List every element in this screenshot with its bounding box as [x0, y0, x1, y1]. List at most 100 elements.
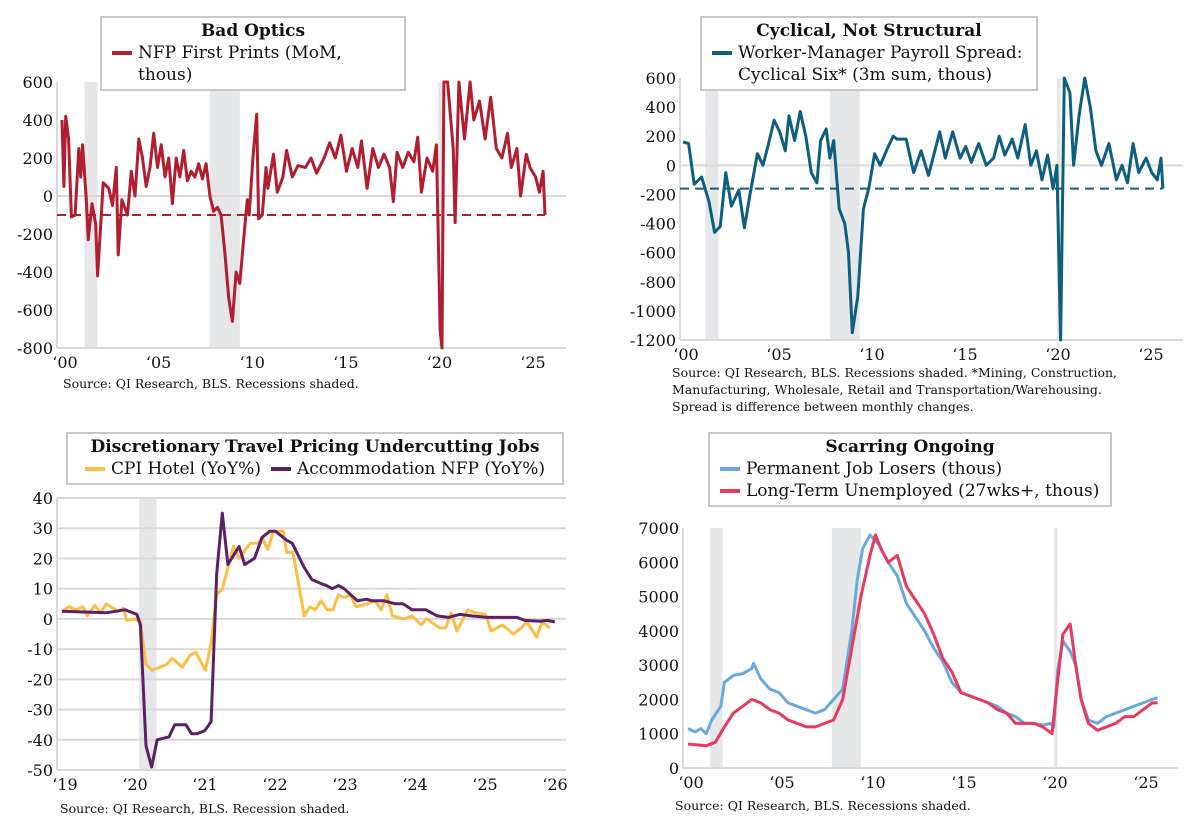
series-line: [687, 533, 1159, 736]
legend-label: Worker-Manager Payroll Spread:: [738, 43, 1023, 63]
source-note: Source: QI Research, BLS. Recession shad…: [60, 801, 350, 816]
y-tick-label: 1000: [638, 725, 679, 744]
y-tick-label: -800: [640, 273, 676, 292]
y-tick-label: -200: [640, 185, 676, 204]
y-tick-label: 7000: [638, 519, 679, 538]
recession-shade: [1053, 528, 1058, 768]
y-tick-label: -400: [640, 215, 676, 234]
y-tick-label: 5000: [638, 588, 679, 607]
recession-shade: [829, 78, 860, 340]
y-tick-label: 0: [669, 759, 679, 778]
y-tick-label: -1200: [630, 331, 676, 350]
source-line: Manufacturing, Wholesale, Retail and Tra…: [672, 382, 1102, 397]
y-tick-label: 0: [43, 187, 53, 206]
x-tick-label: ‘15: [333, 353, 358, 372]
series-line: [61, 529, 551, 672]
x-tick-label: ‘00: [673, 345, 698, 364]
x-tick-label: ‘20: [122, 775, 147, 794]
legend-label: CPI Hotel (YoY%): [110, 459, 261, 479]
x-tick-label: ‘20: [1045, 345, 1070, 364]
y-tick-label: -600: [640, 244, 676, 263]
legend-scarring: Scarring Ongoing Permanent Job Losers (t…: [708, 432, 1112, 507]
x-tick-label: ‘10: [859, 345, 884, 364]
source-note: Source: QI Research, BLS. Recessions sha…: [63, 376, 359, 391]
y-tick-label: 6000: [638, 553, 679, 572]
legend-travel: Discretionary Travel Pricing Undercuttin…: [66, 432, 564, 485]
legend-swatch: [270, 467, 291, 471]
y-tick-label: 200: [645, 127, 676, 146]
x-tick-label: ‘21: [192, 775, 217, 794]
y-tick-label: 20: [33, 549, 53, 568]
series-line: [61, 511, 556, 769]
x-tick-label: ‘00: [52, 353, 77, 372]
x-tick-label: ‘22: [262, 775, 287, 794]
y-tick-label: 0: [43, 610, 53, 629]
legend-label: Permanent Job Losers (thous): [746, 459, 1003, 479]
y-tick-label: 4000: [638, 622, 679, 641]
y-tick-label: -1000: [630, 302, 676, 321]
legend-swatch: [720, 489, 740, 493]
legend-bad-optics: Bad Optics NFP First Prints (MoM, thous): [100, 16, 406, 91]
source-line: Spread is difference between monthly cha…: [672, 399, 974, 414]
chart-title: Cyclical, Not Structural: [756, 21, 982, 41]
y-tick-label: -10: [27, 640, 53, 659]
y-tick-label: -600: [17, 301, 53, 320]
legend-swatch: [720, 467, 740, 471]
recession-shade: [831, 528, 861, 768]
y-tick-label: 600: [645, 69, 676, 88]
legend-swatch: [112, 51, 132, 55]
chart-title: Scarring Ongoing: [825, 437, 995, 457]
x-tick-label: ‘23: [332, 775, 357, 794]
x-tick-label: ‘10: [239, 353, 264, 372]
series-line: [687, 533, 1158, 748]
y-tick-label: 400: [22, 111, 53, 130]
y-tick-label: -800: [17, 339, 53, 358]
legend-label: Long-Term Unemployed (27wks+, thous): [746, 481, 1100, 501]
y-tick-label: 30: [33, 519, 53, 538]
x-tick-label: ‘10: [860, 773, 885, 792]
x-tick-label: ‘15: [952, 345, 977, 364]
legend-swatch: [712, 51, 732, 55]
x-tick-label: ‘25: [1138, 345, 1163, 364]
y-tick-label: 10: [33, 580, 53, 599]
source-line: Source: QI Research, BLS. Recessions sha…: [672, 365, 1117, 380]
chart-title: Discretionary Travel Pricing Undercuttin…: [90, 437, 540, 457]
y-tick-label: 600: [22, 73, 53, 92]
y-tick-label: 400: [645, 98, 676, 117]
x-tick-label: ‘26: [542, 775, 567, 794]
x-tick-label: ‘05: [769, 773, 794, 792]
y-tick-label: -30: [27, 701, 53, 720]
y-tick-label: -50: [27, 761, 53, 780]
legend-label: Cyclical Six* (3m sum, thous): [738, 65, 992, 85]
legend-label: NFP First Prints (MoM, thous): [138, 43, 342, 85]
y-tick-label: 40: [33, 489, 53, 508]
x-tick-label: ‘05: [766, 345, 791, 364]
source-note: Source: QI Research, BLS. Recessions sha…: [672, 364, 1117, 415]
x-tick-label: ‘24: [402, 775, 427, 794]
y-tick-label: -200: [17, 225, 53, 244]
x-tick-label: ‘25: [520, 353, 545, 372]
x-tick-label: ‘00: [678, 773, 703, 792]
source-note: Source: QI Research, BLS. Recessions sha…: [675, 798, 971, 813]
y-tick-label: 200: [22, 149, 53, 168]
y-tick-label: 2000: [638, 690, 679, 709]
y-tick-label: 3000: [638, 656, 679, 675]
legend-swatch: [84, 467, 105, 471]
x-tick-label: ‘15: [951, 773, 976, 792]
series-line: [60, 80, 547, 350]
y-tick-label: 0: [666, 156, 676, 175]
x-tick-label: ‘19: [52, 775, 77, 794]
legend-label: Accommodation NFP (YoY%): [296, 459, 546, 479]
y-tick-label: -400: [17, 263, 53, 282]
x-tick-label: ‘20: [1042, 773, 1067, 792]
y-tick-label: -40: [27, 731, 53, 750]
legend-cyclical: Cyclical, Not Structural Worker-Manager …: [700, 16, 1038, 91]
x-tick-label: ‘25: [472, 775, 497, 794]
y-tick-label: -20: [27, 670, 53, 689]
x-tick-label: ‘20: [427, 353, 452, 372]
x-tick-label: ‘05: [146, 353, 171, 372]
x-tick-label: ‘25: [1133, 773, 1158, 792]
chart-title: Bad Optics: [200, 21, 306, 41]
